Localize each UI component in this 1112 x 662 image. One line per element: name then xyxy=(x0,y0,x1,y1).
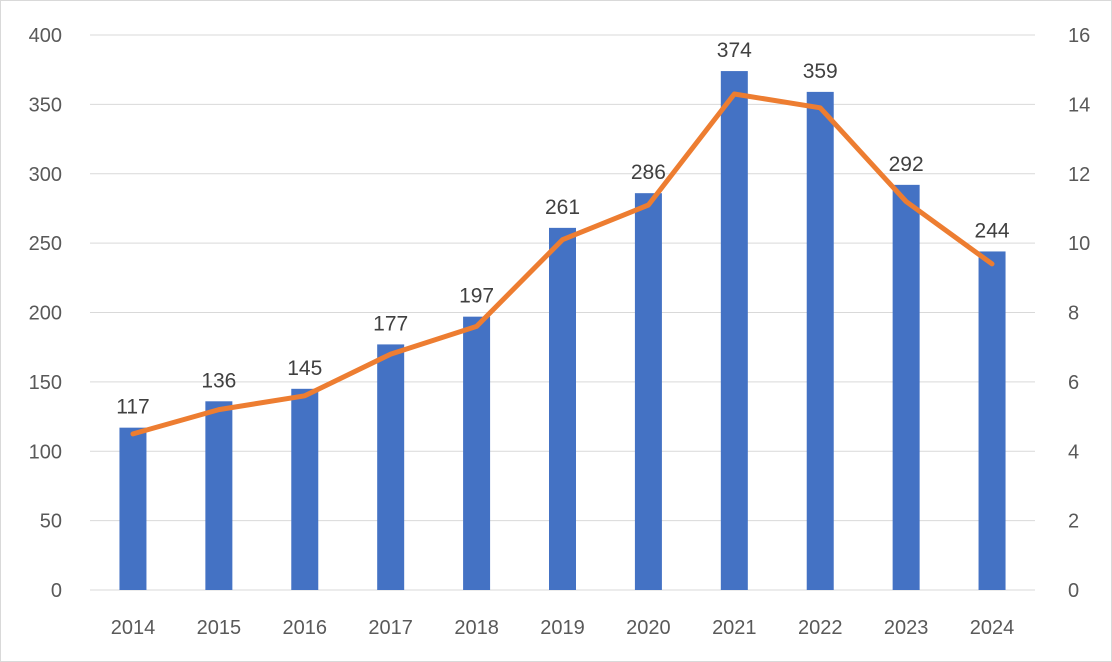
y2-tick-label: 6 xyxy=(1068,372,1079,394)
data-label: 117 xyxy=(116,396,149,419)
x-tick-label: 2017 xyxy=(368,617,413,639)
y-tick-label: 400 xyxy=(29,25,62,47)
data-label: 359 xyxy=(803,60,838,83)
y2-tick-label: 4 xyxy=(1068,441,1079,463)
y2-tick-label: 0 xyxy=(1068,580,1079,602)
data-label: 374 xyxy=(717,39,752,62)
y-tick-label: 100 xyxy=(29,441,62,463)
y-tick-label: 350 xyxy=(29,94,62,116)
y-axis-left: 0 50 100 150 200 250 300 350 400 xyxy=(29,25,62,602)
data-label: 244 xyxy=(975,219,1010,242)
x-tick-label: 2019 xyxy=(540,617,585,639)
bar xyxy=(892,184,920,590)
x-tick-label: 2023 xyxy=(884,617,929,639)
bar xyxy=(119,427,147,590)
y2-tick-label: 12 xyxy=(1068,164,1090,186)
x-tick-label: 2016 xyxy=(283,617,328,639)
y2-tick-label: 14 xyxy=(1068,94,1090,116)
x-tick-label: 2022 xyxy=(798,617,843,639)
x-tick-label: 2018 xyxy=(454,617,499,639)
y-tick-label: 150 xyxy=(29,372,62,394)
y-tick-label: 50 xyxy=(40,511,62,533)
y-tick-label: 0 xyxy=(51,580,62,602)
y-tick-label: 300 xyxy=(29,164,62,186)
bar xyxy=(720,71,748,590)
y-tick-label: 250 xyxy=(29,233,62,255)
bar xyxy=(978,251,1006,590)
data-label: 136 xyxy=(201,369,236,392)
data-label: 197 xyxy=(459,285,494,308)
bar xyxy=(463,316,491,590)
line-series xyxy=(130,91,995,437)
bar xyxy=(205,401,233,590)
bar xyxy=(634,193,662,591)
data-label: 292 xyxy=(889,153,924,176)
bar xyxy=(549,227,576,591)
line-path xyxy=(130,91,995,437)
data-label: 177 xyxy=(373,312,408,335)
data-label: 286 xyxy=(631,161,666,184)
y-axis-right: 0 2 4 6 8 10 12 14 16 xyxy=(1068,25,1090,602)
data-label: 145 xyxy=(287,357,322,380)
y2-tick-label: 2 xyxy=(1068,511,1079,533)
bar xyxy=(377,344,405,590)
y-tick-label: 200 xyxy=(29,303,62,325)
x-tick-label: 2020 xyxy=(626,617,671,639)
x-tick-label: 2015 xyxy=(197,617,242,639)
bar xyxy=(806,91,834,590)
x-tick-label: 2014 xyxy=(111,617,156,639)
bar-series xyxy=(119,71,1006,591)
x-axis: 2014 2015 2016 2017 2018 2019 2020 2021 2022 2023… xyxy=(111,617,1015,639)
y2-tick-label: 8 xyxy=(1068,303,1079,325)
y2-tick-label: 10 xyxy=(1068,233,1090,255)
y2-tick-label: 16 xyxy=(1068,25,1090,47)
data-labels: 117 136 145 177 197 261 286 374 359 292 244 xyxy=(116,39,1010,419)
x-tick-label: 2024 xyxy=(970,617,1015,639)
x-tick-label: 2021 xyxy=(712,617,757,639)
bar xyxy=(291,388,319,590)
data-label: 261 xyxy=(545,196,580,219)
